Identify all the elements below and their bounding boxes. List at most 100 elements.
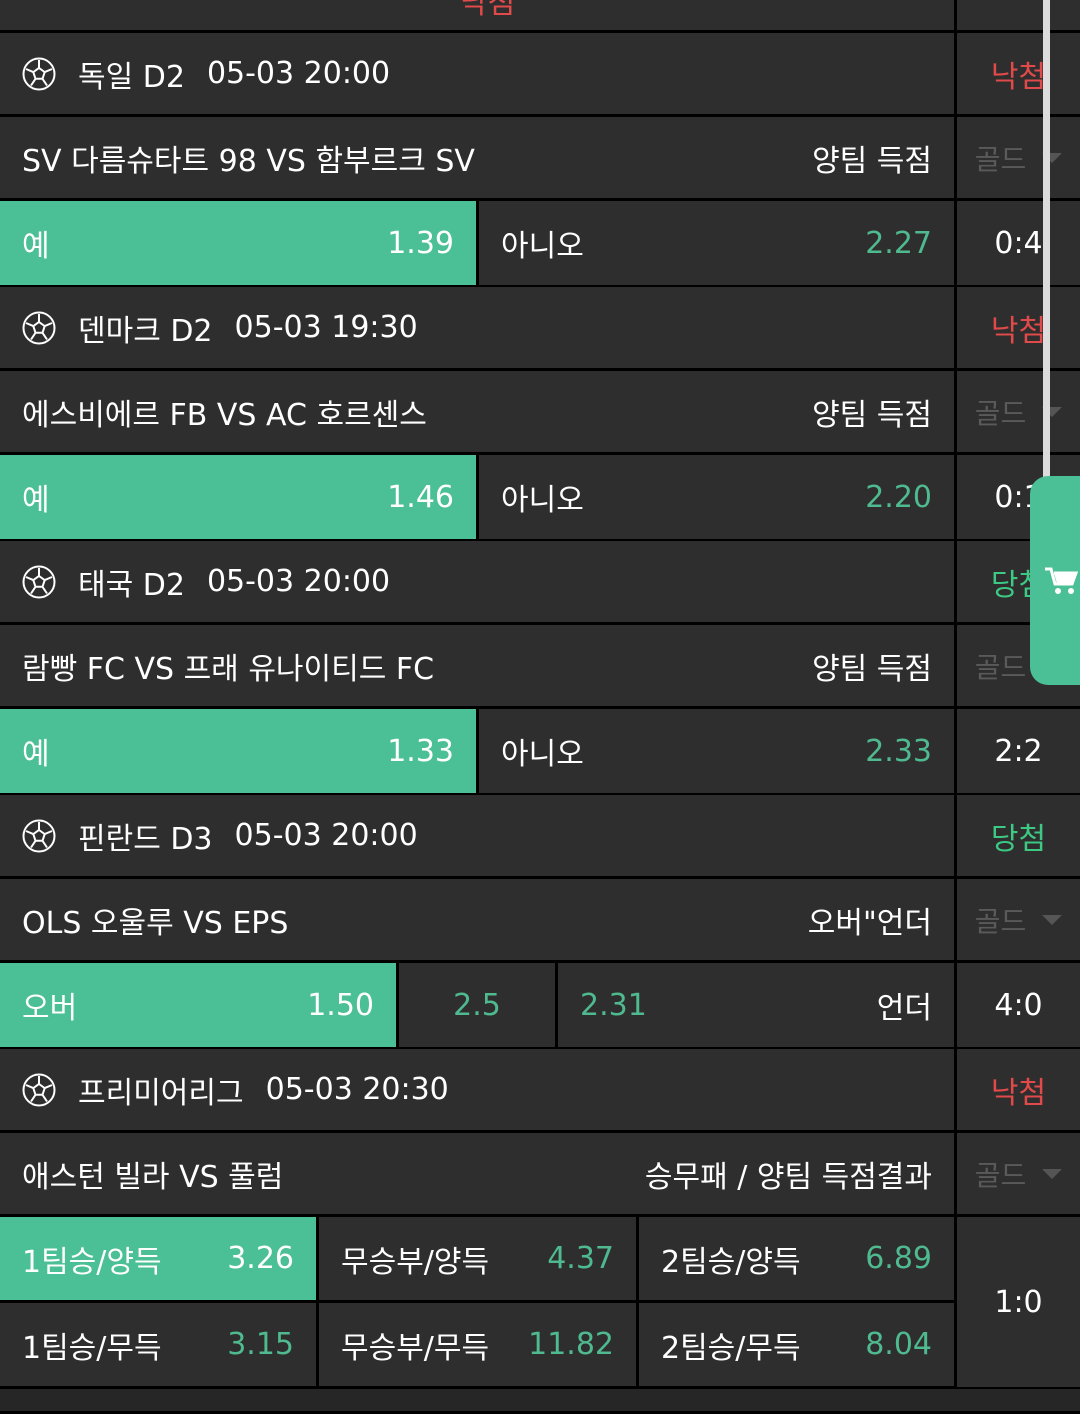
league-header: 핀란드 D3 05-03 20:00 당첨 (0, 795, 1080, 876)
final-score: 1:0 (994, 1284, 1043, 1320)
match-datetime: 05-03 20:00 (206, 56, 391, 91)
soccer-ball-icon (22, 819, 56, 853)
result-cell: 낙첨 (957, 1049, 1080, 1130)
option-label: 2팀승/무득 (661, 1330, 801, 1366)
result-label: 낙첨 (990, 59, 1047, 95)
partial-row: 낙첨 (0, 0, 1080, 30)
option-odd: 2.5 (453, 987, 501, 1023)
odds-option[interactable]: 2.31 언더 (558, 963, 954, 1047)
option-label: 무승부/무득 (341, 1330, 490, 1366)
option-label: 아니오 (501, 737, 584, 772)
result-label: 낙첨 (990, 313, 1047, 349)
odds-option[interactable]: 2팀승/양득 6.89 (639, 1217, 954, 1300)
option-odd: 4.37 (547, 1241, 614, 1276)
option-odd: 1.33 (387, 733, 454, 769)
result-label: 낙첨 (460, 0, 516, 21)
gold-select[interactable]: 골드 (975, 900, 1063, 940)
score-cell: 4:0 (957, 963, 1080, 1047)
match-datetime: 05-03 20:00 (234, 818, 418, 853)
final-score: 4:0 (994, 987, 1043, 1023)
option-odd: 2.20 (865, 479, 932, 515)
result-cell: 낙첨 (957, 287, 1080, 368)
odds-cells: 예 1.46 아니오 2.20 (0, 455, 954, 539)
odds-cells: 1팀승/양득 3.26 무승부/양득 4.37 2팀승/양득 6.89 (0, 1217, 954, 1300)
odds-option[interactable]: 무승부/무득 11.82 (319, 1303, 636, 1386)
option-odd: 3.26 (227, 1241, 294, 1276)
odds-option[interactable]: 오버 1.50 (0, 963, 396, 1047)
option-label: 2팀승/양득 (661, 1244, 801, 1280)
league-info: 독일 D2 05-03 20:00 (0, 33, 954, 114)
odds-cells: 1팀승/무득 3.15 무승부/무득 11.82 2팀승/무득 8.04 (0, 1303, 954, 1386)
gold-select[interactable]: 골드 (975, 392, 1063, 432)
result-cell: 낙첨 (957, 33, 1080, 114)
match-teams: OLS 오울루 VS EPS (22, 905, 289, 941)
option-label: 언더 (876, 991, 932, 1026)
odds-cells: 예 1.33 아니오 2.33 (0, 709, 954, 793)
result-label: 당첨 (990, 821, 1047, 857)
odds-row: 오버 1.50 2.5 2.31 언더 (0, 963, 1080, 1047)
option-label: 예 (22, 483, 50, 518)
option-odd: 11.82 (528, 1327, 614, 1362)
score-cell: 0:4 (957, 201, 1080, 285)
market-name: 양팀 득점 (812, 143, 932, 179)
market-name: 양팀 득점 (812, 397, 932, 433)
row-left (0, 0, 954, 30)
option-odd: 1.39 (387, 225, 454, 261)
odds-option[interactable]: 아니오 2.27 (479, 201, 954, 285)
odds-option[interactable]: 예 1.39 (0, 201, 476, 285)
option-label: 아니오 (501, 483, 584, 518)
gold-dropdown[interactable]: 골드 (957, 117, 1080, 198)
league-info: 프리미어리그 05-03 20:30 (0, 1049, 954, 1130)
league-info: 덴마크 D2 05-03 19:30 (0, 287, 954, 368)
odds-option[interactable]: 예 1.33 (0, 709, 476, 793)
match-row: 애스턴 빌라 VS 풀럼 승무패 / 양팀 득점결과 골드 (0, 1133, 1080, 1214)
bet-slip-button[interactable] (1030, 476, 1080, 685)
match-datetime: 05-03 20:30 (265, 1072, 449, 1107)
gold-dropdown[interactable]: 골드 (957, 371, 1080, 452)
league-name: 핀란드 D3 (78, 821, 213, 857)
gold-dropdown[interactable]: 골드 (957, 879, 1080, 960)
option-label: 오버 (22, 991, 78, 1026)
option-label: 아니오 (501, 229, 584, 264)
match-info: 람빵 FC VS 프래 유나이티드 FC 양팀 득점 (0, 625, 954, 706)
match-info: 에스비에르 FB VS AC 호르센스 양팀 득점 (0, 371, 954, 452)
scrollbar[interactable] (1043, 0, 1050, 612)
odds-option[interactable]: 예 1.46 (0, 455, 476, 539)
odds-option[interactable]: 2.5 (399, 963, 555, 1047)
option-label: 1팀승/무득 (22, 1330, 162, 1366)
caret-down-icon (1042, 406, 1063, 417)
match-info: SV 다름슈타트 98 VS 함부르크 SV 양팀 득점 (0, 117, 954, 198)
strip (0, 1389, 1080, 1411)
league-name: 태국 D2 (78, 567, 185, 603)
match-row: SV 다름슈타트 98 VS 함부르크 SV 양팀 득점 골드 (0, 117, 1080, 198)
option-label: 예 (22, 737, 50, 772)
match-row: OLS 오울루 VS EPS 오버"언더 골드 (0, 879, 1080, 960)
match-teams: 애스턴 빌라 VS 풀럼 (22, 1159, 284, 1195)
market-name: 오버"언더 (807, 905, 932, 941)
league-header: 태국 D2 05-03 20:00 당첨 (0, 541, 1080, 622)
soccer-ball-icon (22, 57, 56, 91)
option-odd: 1.50 (307, 987, 374, 1023)
bottom-strip (0, 1389, 1080, 1411)
cart-icon (1045, 567, 1078, 594)
match-teams: SV 다름슈타트 98 VS 함부르크 SV (22, 143, 475, 179)
odds-option[interactable]: 무승부/양득 4.37 (319, 1217, 636, 1300)
result-label: 낙첨 (990, 1075, 1047, 1111)
league-info: 핀란드 D3 05-03 20:00 (0, 795, 954, 876)
odds-option[interactable]: 아니오 2.20 (479, 455, 954, 539)
odds-option[interactable]: 1팀승/무득 3.15 (0, 1303, 316, 1386)
row-right (957, 0, 1080, 30)
result-cell: 당첨 (957, 795, 1080, 876)
odds-option[interactable]: 아니오 2.33 (479, 709, 954, 793)
odds-option[interactable]: 1팀승/양득 3.26 (0, 1217, 316, 1300)
odds-option[interactable]: 2팀승/무득 8.04 (639, 1303, 954, 1386)
odds-row: 예 1.33 아니오 2.33 (0, 709, 1080, 793)
match-teams: 람빵 FC VS 프래 유나이티드 FC (22, 651, 435, 687)
soccer-ball-icon (22, 565, 56, 599)
gold-select[interactable]: 골드 (975, 1154, 1063, 1194)
gold-select[interactable]: 골드 (975, 138, 1063, 178)
gold-label: 골드 (974, 650, 1027, 684)
gold-dropdown[interactable]: 골드 (957, 1133, 1080, 1214)
score-cell: 1:0 (957, 1217, 1080, 1387)
gold-label: 골드 (974, 1158, 1027, 1192)
